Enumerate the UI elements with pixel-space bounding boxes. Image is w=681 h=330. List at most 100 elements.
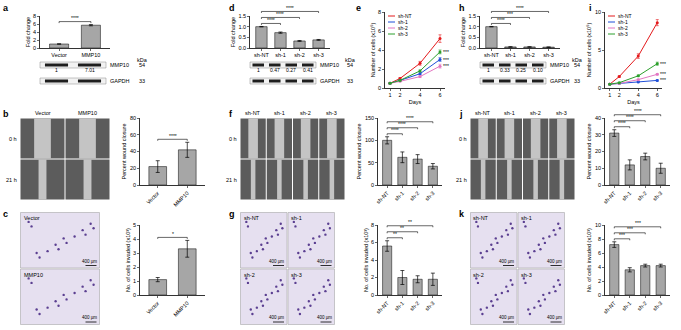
svg-text:****: **** [267,17,275,23]
svg-text:****: **** [71,15,79,21]
svg-text:0.27: 0.27 [286,67,296,73]
svg-text:Number of cells (x10⁵): Number of cells (x10⁵) [586,23,592,78]
svg-text:0: 0 [133,292,136,298]
svg-text:**: ** [400,225,404,231]
svg-text:54: 54 [574,62,580,68]
svg-text:sh-NT: sh-NT [244,215,260,221]
svg-text:21 h: 21 h [456,177,467,183]
svg-text:4: 4 [33,29,36,35]
svg-text:0.47: 0.47 [270,67,280,73]
svg-text:6: 6 [378,28,381,34]
svg-text:***: *** [635,220,641,226]
svg-text:GAPDH: GAPDH [320,78,340,84]
svg-text:0.25: 0.25 [516,67,526,73]
svg-text:6: 6 [598,250,601,256]
svg-text:0: 0 [378,85,381,91]
svg-text:sh-NT: sh-NT [254,52,270,58]
svg-text:****: **** [516,5,524,11]
svg-text:Percent wound closure: Percent wound closure [356,124,362,180]
svg-text:sh-NT: sh-NT [484,52,500,58]
svg-text:2: 2 [398,92,401,98]
svg-text:2: 2 [598,278,601,284]
svg-text:Days: Days [627,99,640,105]
svg-text:kDa: kDa [345,57,356,63]
svg-text:e: e [356,3,361,13]
svg-text:sh-1: sh-1 [291,215,302,221]
svg-text:MMP10: MMP10 [320,62,339,68]
svg-text:sh-2: sh-2 [398,25,408,31]
svg-text:400 µm: 400 µm [82,259,97,264]
svg-text:MMP10: MMP10 [81,52,100,58]
svg-text:54: 54 [139,62,145,68]
svg-text:400 µm: 400 µm [269,315,284,320]
svg-text:MMP10: MMP10 [110,62,129,68]
svg-text:2: 2 [33,37,36,43]
svg-text:Fold change: Fold change [460,17,466,47]
svg-text:400 µm: 400 µm [269,259,284,264]
svg-text:Vector: Vector [24,215,40,221]
svg-text:MMP10: MMP10 [550,62,569,68]
svg-text:7.01: 7.01 [85,67,95,73]
svg-text:sh-NT: sh-NT [602,300,617,315]
svg-text:6: 6 [33,21,36,27]
svg-text:j: j [459,109,463,119]
svg-text:21 h: 21 h [226,177,237,183]
svg-text:****: **** [286,5,294,11]
svg-text:150: 150 [365,115,374,121]
svg-text:***: *** [660,61,666,67]
svg-text:33: 33 [139,78,145,84]
svg-text:20: 20 [130,165,136,171]
svg-text:sh-1: sh-1 [621,300,633,312]
svg-text:1.5: 1.5 [238,13,246,19]
svg-text:sh-NT: sh-NT [375,190,390,205]
svg-text:0: 0 [598,85,601,91]
svg-text:10: 10 [595,222,601,228]
svg-text:****: **** [618,120,626,126]
svg-text:50: 50 [368,160,374,166]
svg-text:400 µm: 400 µm [547,315,562,320]
svg-text:6: 6 [371,239,374,245]
svg-text:0.41: 0.41 [303,67,313,73]
svg-text:60: 60 [130,132,136,138]
svg-text:sh-3: sh-3 [521,272,532,278]
svg-text:sh-NT: sh-NT [473,215,489,221]
svg-text:**: ** [408,219,412,225]
svg-text:400 µm: 400 µm [547,259,562,264]
svg-text:0.0: 0.0 [238,45,246,51]
svg-text:33: 33 [574,78,580,84]
svg-text:0.33: 0.33 [500,67,510,73]
svg-text:sh-1: sh-1 [393,300,405,312]
svg-text:0 h: 0 h [9,136,17,142]
svg-text:**: ** [393,231,397,237]
svg-text:sh-1: sh-1 [274,110,285,116]
svg-text:sh-NT: sh-NT [245,110,261,116]
svg-text:400 µm: 400 µm [82,315,97,320]
svg-text:***: *** [619,232,625,238]
svg-text:5: 5 [598,47,601,53]
svg-text:d: d [229,3,235,13]
svg-text:400 µm: 400 µm [499,259,514,264]
svg-text:0: 0 [33,45,36,51]
svg-text:MMP10: MMP10 [172,300,190,318]
svg-text:sh-3: sh-3 [424,190,436,202]
svg-text:i: i [589,3,592,13]
svg-text:2: 2 [618,92,621,98]
svg-text:No. of cells invaded (x10³): No. of cells invaded (x10³) [586,228,592,292]
svg-text:****: **** [276,11,284,17]
svg-text:0.5: 0.5 [468,34,476,40]
svg-text:***: *** [627,226,633,232]
svg-text:sh-NT: sh-NT [398,13,412,19]
svg-text:0: 0 [133,182,136,188]
svg-text:10: 10 [595,165,601,171]
svg-text:0.5: 0.5 [238,34,246,40]
svg-text:4: 4 [133,236,136,242]
svg-text:MMP10: MMP10 [24,272,43,278]
svg-text:0.0: 0.0 [468,45,476,51]
svg-text:4: 4 [598,264,601,270]
svg-text:4: 4 [637,92,640,98]
svg-text:****: **** [634,108,642,114]
svg-text:Percent wound closure: Percent wound closure [121,124,127,180]
svg-text:5: 5 [133,222,136,228]
svg-text:0: 0 [598,182,601,188]
svg-text:Vector: Vector [145,190,160,205]
